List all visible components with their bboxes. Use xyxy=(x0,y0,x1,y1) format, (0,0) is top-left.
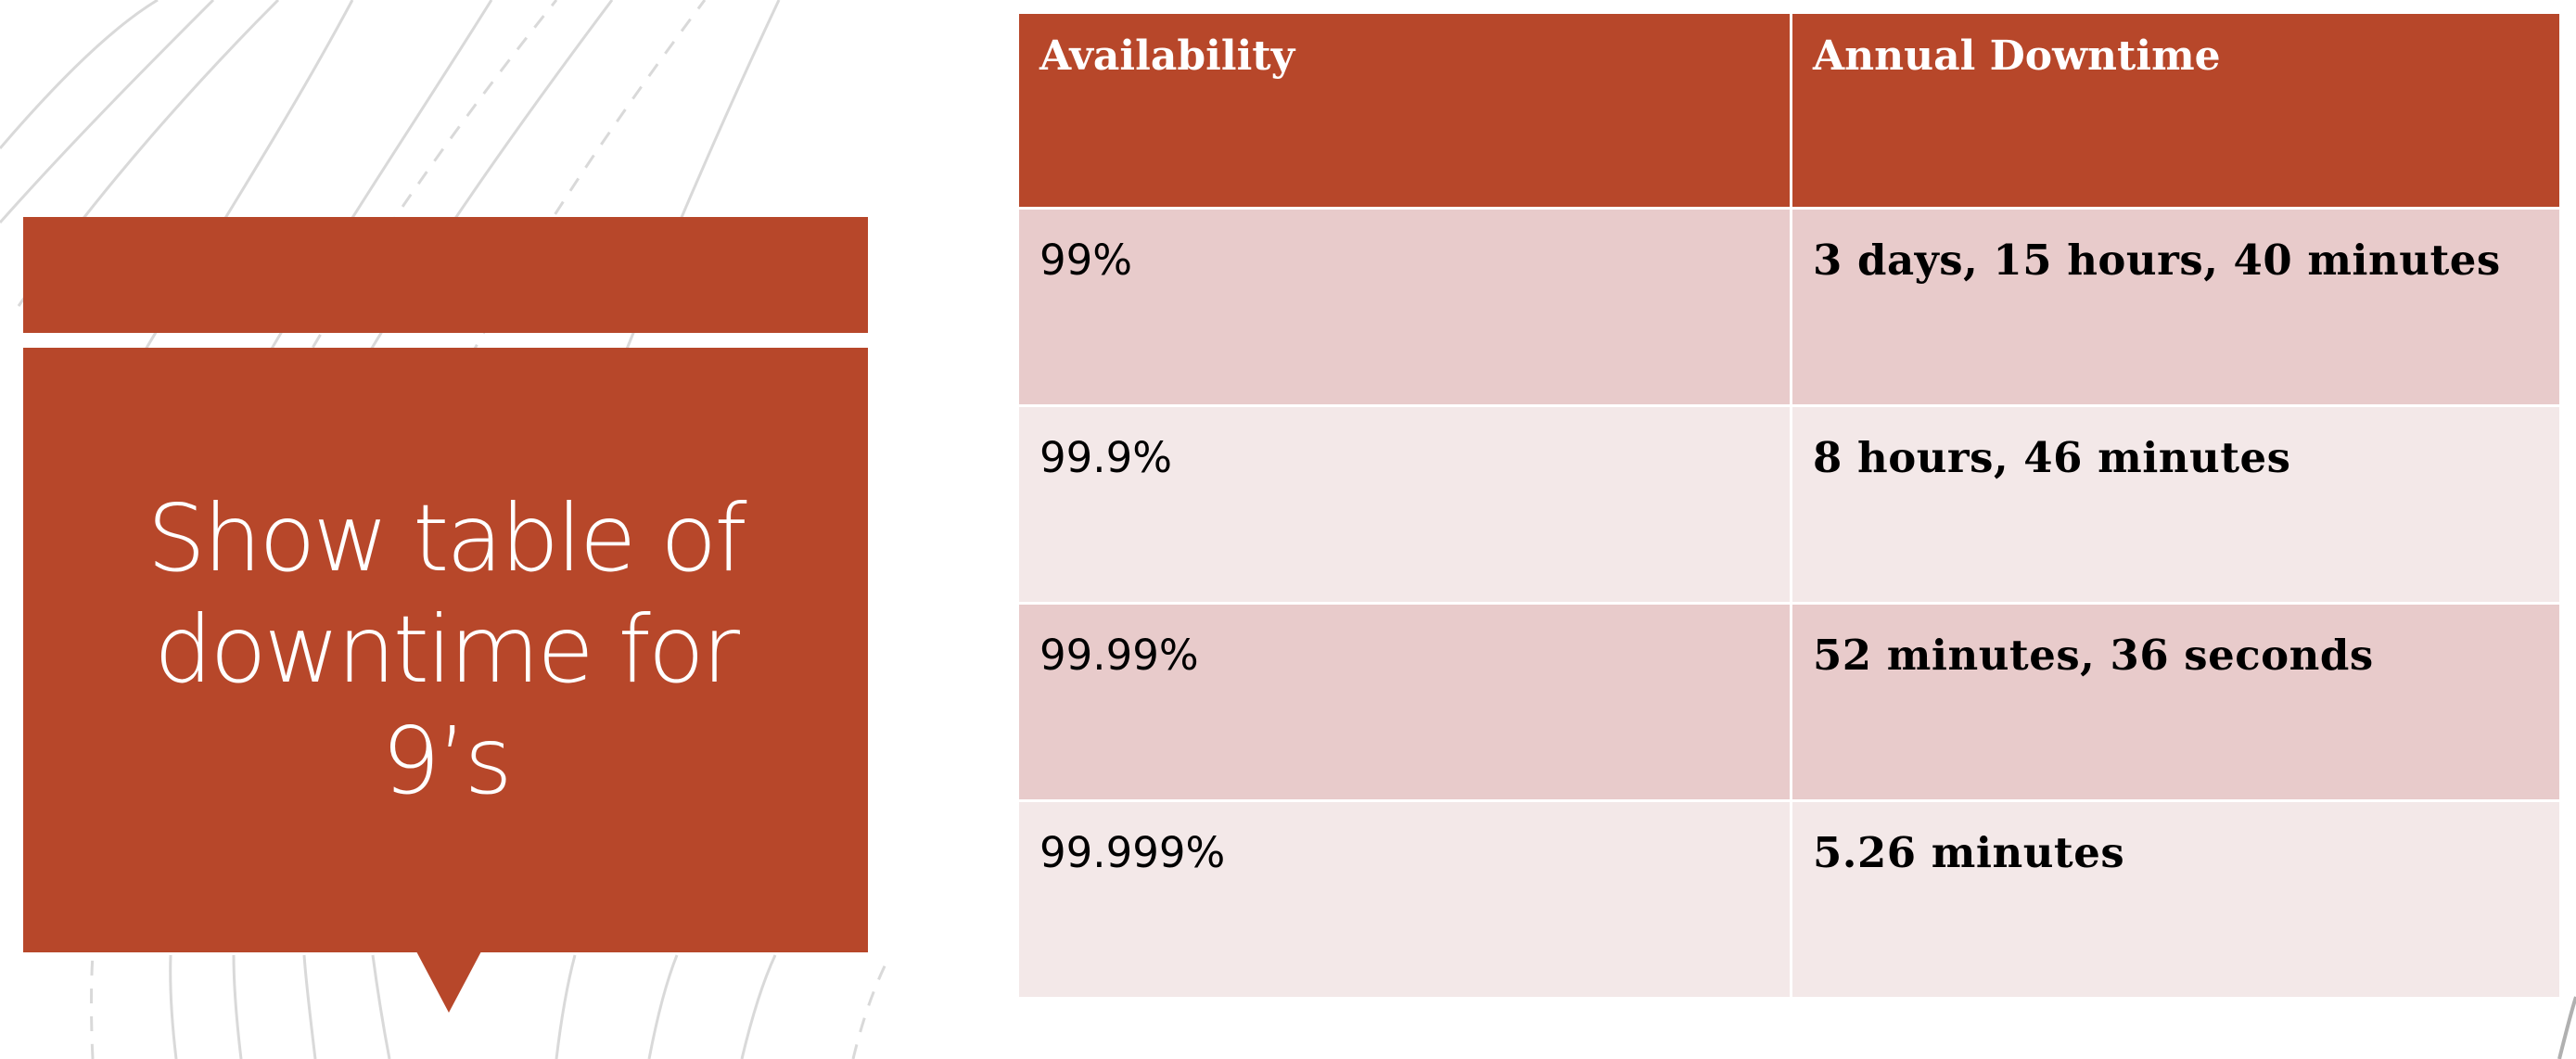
availability-cell: 99% xyxy=(1016,207,1792,407)
downtime-table-container: Availability Annual Downtime 99% 3 days,… xyxy=(1016,11,2562,1000)
table-row: 99.99% 52 minutes, 36 seconds xyxy=(1016,602,2562,802)
downtime-cell: 8 hours, 46 minutes xyxy=(1790,404,2562,605)
downtime-cell: 52 minutes, 36 seconds xyxy=(1790,602,2562,802)
table-row: 99.999% 5.26 minutes xyxy=(1016,799,2562,1000)
downtime-cell: 5.26 minutes xyxy=(1790,799,2562,1000)
header-availability: Availability xyxy=(1016,11,1792,210)
title-callout-box: Show table of downtime for 9’s xyxy=(23,348,868,952)
callout-pointer xyxy=(416,951,481,1013)
availability-cell: 99.999% xyxy=(1016,799,1792,1000)
downtime-table: Availability Annual Downtime 99% 3 days,… xyxy=(1016,11,2562,1000)
downtime-cell: 3 days, 15 hours, 40 minutes xyxy=(1790,207,2562,407)
table-row: 99.9% 8 hours, 46 minutes xyxy=(1016,404,2562,605)
table-header-row: Availability Annual Downtime xyxy=(1016,11,2562,210)
slide-title: Show table of downtime for 9’s xyxy=(147,484,746,815)
availability-cell: 99.9% xyxy=(1016,404,1792,605)
availability-cell: 99.99% xyxy=(1016,602,1792,802)
table-row: 99% 3 days, 15 hours, 40 minutes xyxy=(1016,207,2562,407)
title-accent-bar xyxy=(23,217,868,333)
header-annual-downtime: Annual Downtime xyxy=(1790,11,2562,210)
